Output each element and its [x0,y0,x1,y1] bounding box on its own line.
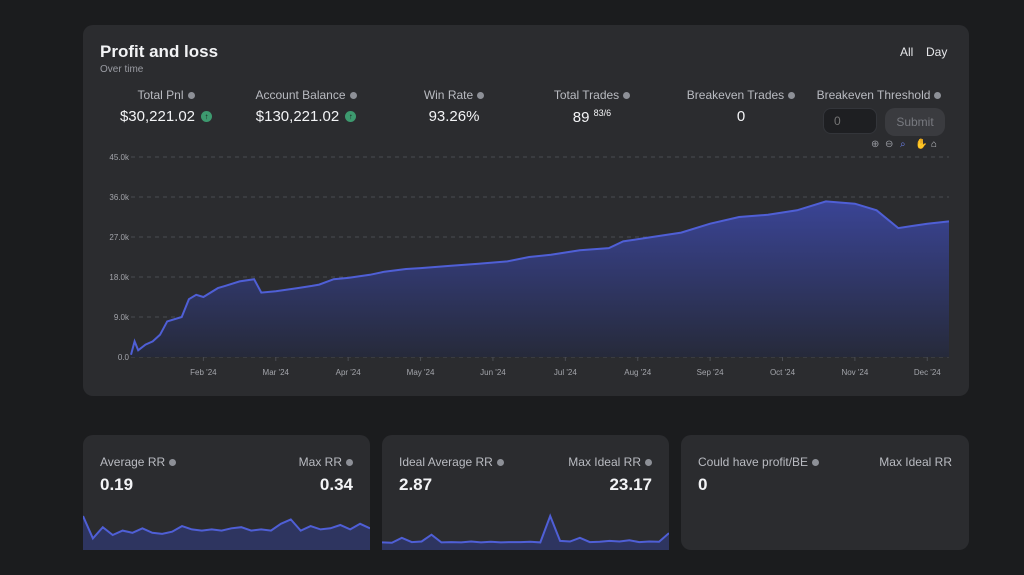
info-icon[interactable] [934,91,942,99]
total-trades-value: 89 [572,109,590,126]
zoom-select-icon[interactable]: ⌕ [900,139,906,150]
zoom-out-icon[interactable]: ⊖ [885,139,894,150]
range-all-button[interactable]: All [900,45,914,59]
average-rr-sparkline [83,515,370,550]
x-tick-label: Aug '24 [624,368,651,377]
x-tick-label: Jul '24 [554,368,577,377]
y-tick-label: 9.0k [114,313,130,322]
stat-breakeven-trades: Breakeven Trades 0 [666,88,816,125]
info-icon[interactable] [645,458,652,466]
breakeven-threshold-input[interactable] [823,108,877,134]
x-tick-label: Sep '24 [697,368,724,377]
sparkline-line [382,513,669,544]
info-icon[interactable] [346,458,353,466]
could-have-profit-value: 0 [698,475,708,494]
y-tick-label: 27.0k [109,233,130,242]
max-rr-value: 0.34 [319,475,353,494]
x-tick-label: Apr '24 [336,368,362,377]
x-tick-label: Feb '24 [190,368,217,377]
x-tick-label: Dec '24 [914,368,941,377]
ideal-average-rr-label: Ideal Average RR [399,455,493,469]
sparkline-fill [382,516,669,550]
sparkline-fill [83,516,370,550]
x-tick-label: Mar '24 [263,368,290,377]
max-ideal-rr-label-2: Max Ideal RR [879,455,952,469]
info-icon[interactable] [812,458,820,466]
pnl-area-chart: 0.0 9.0k 18.0k 27.0k 36.0k 45.0k Feb '24 Mar '… [109,153,950,377]
info-icon[interactable] [477,91,485,99]
x-tick-label: Oct '24 [770,368,796,377]
max-ideal-rr-label: Max Ideal RR [568,455,641,469]
ideal-average-rr-value: 2.87 [399,475,433,494]
pnl-series-line [130,200,950,356]
stat-total-trades: Total Trades 89 83/6 [517,88,667,126]
y-tick-label: 45.0k [109,153,130,162]
x-tick-label: Nov '24 [841,368,868,377]
could-have-profit-label: Could have profit/BE [698,455,809,469]
max-rr-label: Max RR [298,455,342,469]
pnl-area-fill [131,201,949,357]
pan-hand-icon[interactable]: ✋ [915,139,928,150]
breakeven-threshold-label: Breakeven Threshold [816,88,931,102]
card-average-rr: Average RR Max RR 0.19 0.34 [83,435,370,550]
y-tick-label: 36.0k [109,193,130,202]
stat-breakeven-threshold: Breakeven Threshold [804,88,954,102]
breakeven-trades-label: Breakeven Trades [686,88,785,102]
pnl-card: Profit and loss Over time All Day Total … [83,25,969,396]
total-trades-label: Total Trades [553,88,620,102]
stat-account-balance: Account Balance $130,221.02 ↑ [231,88,381,125]
stat-total-pnl: Total Pnl $30,221.02 ↑ [91,88,241,125]
total-pnl-value: $30,221.02 [119,108,196,125]
pnl-title: Profit and loss [100,42,219,61]
card-could-have-profit: Could have profit/BE Max Ideal RR 0 [681,435,969,550]
sparkline-line [83,515,370,541]
total-trades-breakdown: 83/6 [593,108,612,118]
total-pnl-label: Total Pnl [137,88,184,102]
ideal-rr-sparkline [382,513,669,550]
y-tick-label: 0.0 [118,353,130,362]
stat-win-rate: Win Rate 93.26% [379,88,529,125]
range-day-button[interactable]: Day [926,45,948,59]
x-tick-label: Jun '24 [480,368,506,377]
info-icon[interactable] [496,458,504,466]
info-icon[interactable] [788,91,796,99]
max-ideal-rr-value: 23.17 [609,475,652,494]
x-tick-label: May '24 [407,368,435,377]
average-rr-label: Average RR [100,455,166,469]
win-rate-value: 93.26% [428,108,480,125]
average-rr-value: 0.19 [100,475,134,494]
account-balance-value: $130,221.02 [255,108,340,125]
info-icon[interactable] [623,91,631,99]
y-tick-label: 18.0k [109,273,130,282]
trend-up-icon: ↑ [345,111,357,122]
submit-button[interactable]: Submit [885,108,945,136]
breakeven-trades-value: 0 [736,108,746,125]
pnl-subtitle: Over time [100,64,144,75]
account-balance-label: Account Balance [255,88,346,102]
win-rate-label: Win Rate [423,88,474,102]
card-ideal-rr: Ideal Average RR Max Ideal RR 2.87 23.17 [382,435,669,550]
info-icon[interactable] [187,91,195,99]
home-reset-icon[interactable]: ⌂ [931,139,938,150]
trend-up-icon: ↑ [201,111,213,122]
info-icon[interactable] [169,458,177,466]
info-icon[interactable] [349,91,357,99]
zoom-in-icon[interactable]: ⊕ [871,139,880,150]
